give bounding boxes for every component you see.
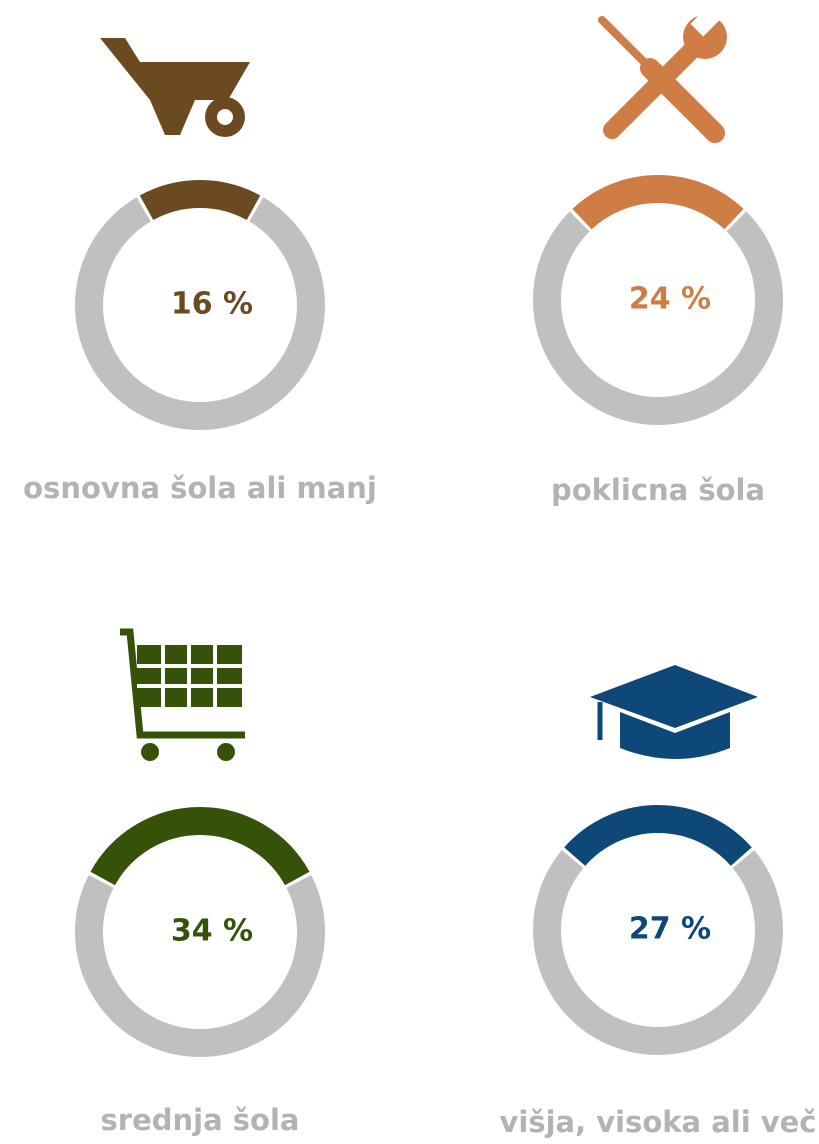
value-label: 24 % [629, 282, 711, 317]
donut-arc [564, 805, 752, 867]
value-label: 16 % [171, 287, 253, 322]
category-label: srednja šola [101, 1103, 300, 1137]
category-label: osnovna šola ali manj [23, 471, 377, 505]
graduation-cap-icon [590, 665, 758, 759]
value-label: 27 % [629, 912, 711, 947]
donut-track [75, 197, 325, 430]
donut-arc [90, 807, 310, 886]
donut-track [533, 211, 783, 425]
cart-icon [120, 628, 245, 761]
category-label: poklicna šola [551, 473, 765, 507]
tools-icon [598, 5, 727, 143]
donut-arc [139, 180, 261, 221]
category-label: višja, visoka ali več [499, 1105, 816, 1139]
value-label: 34 % [171, 914, 253, 949]
donut-track [533, 850, 783, 1055]
wheelbarrow-icon [100, 38, 250, 137]
donut-arc [572, 175, 744, 230]
donut-track [75, 875, 325, 1057]
